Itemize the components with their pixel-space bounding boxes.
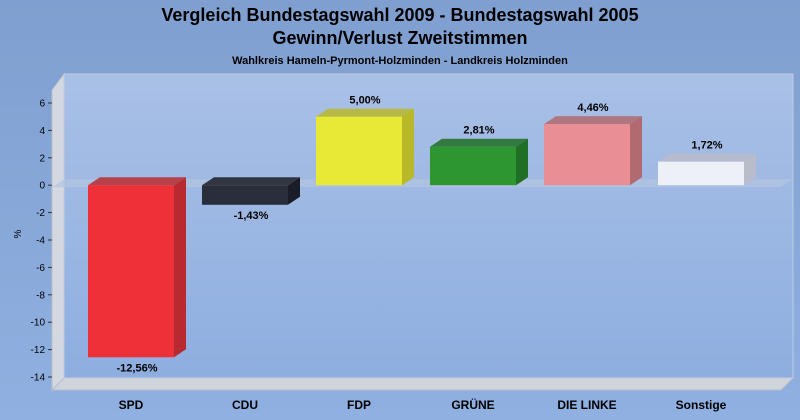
data-label: 4,46% [577, 102, 608, 114]
y-tick-label: 4 [39, 126, 45, 137]
bar-fdp [316, 108, 414, 186]
data-label: -12,56% [117, 362, 158, 374]
category-label: SPD [119, 398, 144, 412]
category-label: GRÜNE [451, 397, 494, 412]
bar-die-linke [544, 116, 642, 186]
category-label: Sonstige [676, 398, 727, 412]
y-tick-label: -10 [31, 318, 46, 329]
category-label: CDU [232, 398, 258, 412]
y-tick-label: 6 [39, 99, 45, 110]
chart-subtitle: Gewinn/Verlust Zweitstimmen [272, 28, 527, 48]
y-tick-label: -2 [36, 208, 45, 219]
chart-title: Vergleich Bundestagswahl 2009 - Bundesta… [161, 5, 638, 25]
y-tick-label: -8 [36, 290, 45, 301]
plot-floor [50, 377, 795, 391]
data-label: 5,00% [349, 95, 380, 107]
data-label: -1,43% [234, 210, 269, 222]
y-axis-label: % [13, 229, 24, 238]
y-tick-label: -12 [31, 345, 46, 356]
bar-cdu [202, 177, 300, 205]
category-label: FDP [347, 398, 371, 412]
y-tick-label: -6 [36, 263, 45, 274]
y-tick-label: 2 [39, 153, 45, 164]
data-label: 2,81% [463, 125, 494, 137]
bar-spd [88, 177, 186, 358]
bars: -12,56% SPD -1,43% CDU 5,00% FDP 2,81% GRÜNE 4,4… [88, 95, 756, 412]
y-tick-label: -14 [31, 373, 46, 384]
category-label: DIE LINKE [557, 398, 616, 412]
y-axis: 6 4 2 0 -2 -4 -6 -8 -10 -12 -14 [31, 99, 52, 384]
data-label: 1,72% [691, 140, 722, 152]
bar-grüne [430, 138, 528, 186]
y-tick-label: 0 [39, 181, 45, 192]
bar-sonstige [658, 153, 756, 186]
y-tick-label: -4 [36, 236, 45, 247]
plot-left-wall [51, 72, 65, 392]
chart-subtitle-2: Wahlkreis Hameln-Pyrmont-Holzminden - La… [232, 55, 568, 67]
